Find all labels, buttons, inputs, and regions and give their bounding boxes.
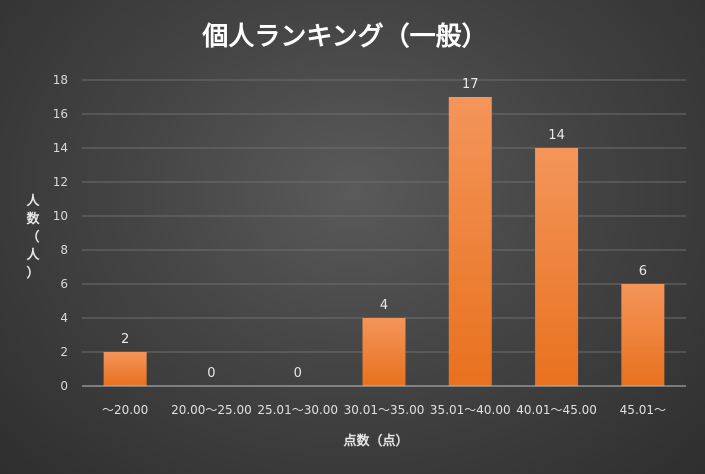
- bar: [103, 352, 147, 386]
- data-label: 0: [207, 366, 215, 381]
- y-axis-title-char: ）: [26, 265, 39, 281]
- y-tick-label: 10: [53, 209, 68, 223]
- y-axis-title-char: 数: [26, 211, 40, 227]
- y-axis-ticks: 0 2 4 6 8 10 12 14 16 18: [53, 73, 68, 393]
- x-category-label: 20.00～25.00: [171, 403, 252, 417]
- y-axis-title: 人数（人）: [26, 193, 40, 281]
- y-tick-label: 2: [60, 345, 68, 359]
- x-category-label: 25.01～30.00: [257, 403, 338, 417]
- data-labels: 2 0 0 4 17 14 6: [121, 77, 647, 381]
- x-axis-categories: ～20.00 20.00～25.00 25.01～30.00 30.01～35.00 3…: [102, 403, 666, 417]
- bar: [621, 284, 665, 386]
- bar: [362, 318, 406, 386]
- data-label: 0: [294, 366, 302, 381]
- y-tick-label: 14: [53, 141, 68, 155]
- data-label: 6: [639, 264, 647, 279]
- y-axis-title-char: 人: [26, 193, 40, 209]
- y-tick-label: 4: [60, 311, 68, 325]
- chart-title: 個人ランキング（一般）: [201, 22, 487, 52]
- y-tick-label: 18: [53, 73, 68, 87]
- data-label: 2: [121, 332, 129, 347]
- x-category-label: 40.01～45.00: [516, 403, 597, 417]
- bars: [103, 97, 665, 386]
- y-tick-label: 8: [60, 243, 68, 257]
- x-axis-title: 点数（点）: [343, 433, 408, 449]
- gridlines: [82, 79, 686, 353]
- y-tick-label: 16: [53, 107, 68, 121]
- data-label: 17: [462, 77, 479, 92]
- bar: [448, 97, 492, 386]
- y-tick-label: 6: [60, 277, 68, 291]
- x-category-label: 45.01～: [620, 403, 666, 417]
- x-category-label: 30.01～35.00: [344, 403, 425, 417]
- y-tick-label: 12: [53, 175, 68, 189]
- bar: [535, 148, 579, 386]
- x-category-label: 35.01～40.00: [430, 403, 511, 417]
- y-axis-title-char: （: [26, 229, 39, 245]
- y-tick-label: 0: [60, 379, 68, 393]
- data-label: 4: [380, 298, 388, 313]
- data-label: 14: [548, 128, 565, 143]
- y-axis-title-char: 人: [26, 247, 40, 263]
- x-category-label: ～20.00: [102, 403, 148, 417]
